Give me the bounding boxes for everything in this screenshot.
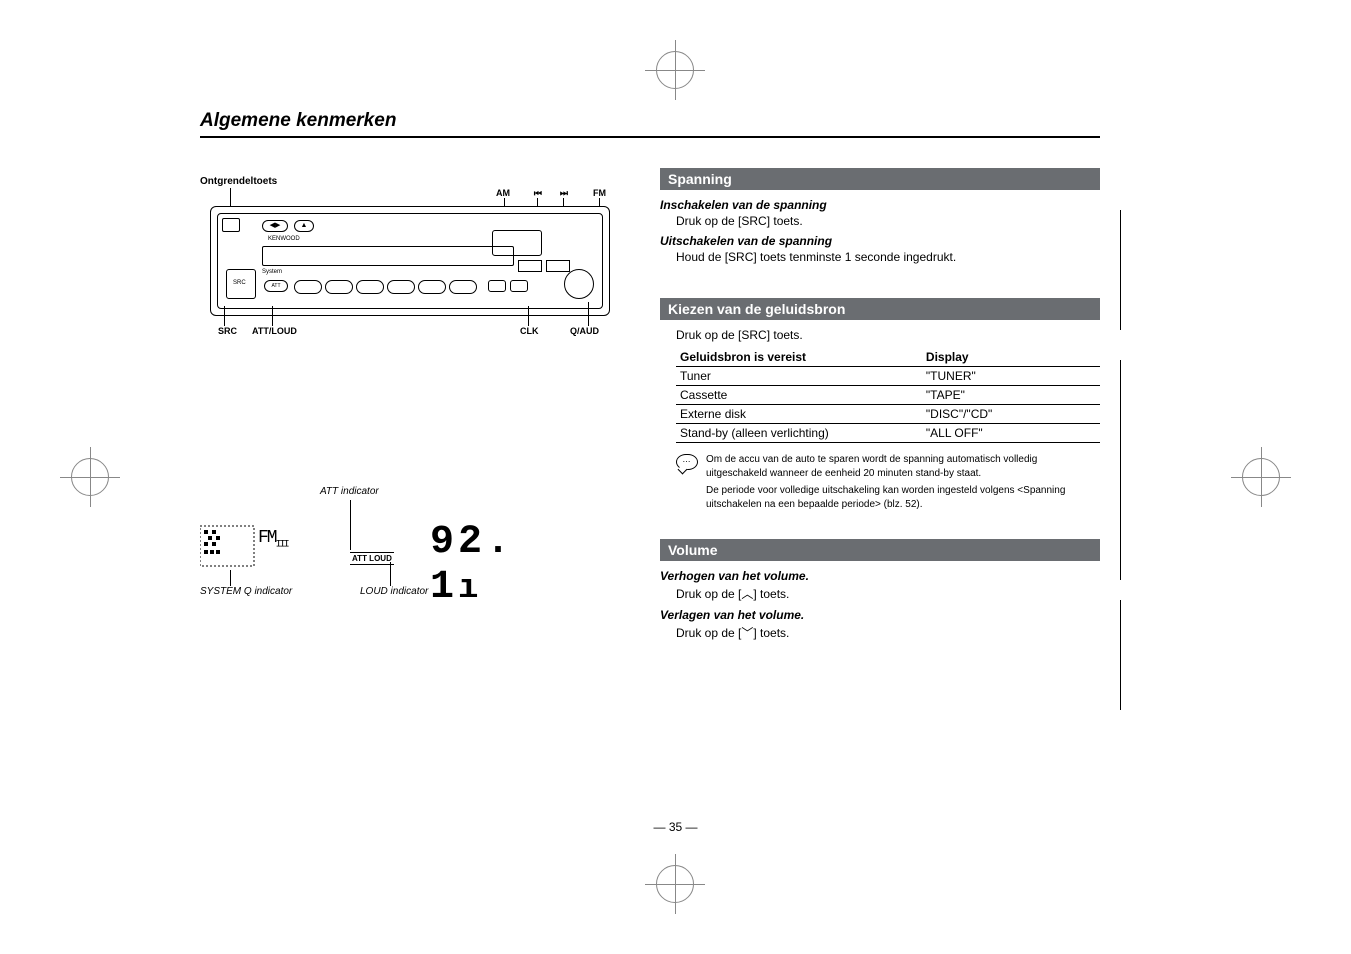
power-on-body: Druk op de [SRC] toets. — [676, 214, 1100, 228]
note-block: ⋯ Om de accu van de auto te sparen wordt… — [676, 453, 1100, 511]
clk-callout: CLK — [520, 326, 539, 336]
content-area: Algemene kenmerken Ontgrendeltoets AM ⏮ … — [200, 110, 1100, 647]
src-text: SRC — [233, 280, 246, 286]
section-heading-source: Kiezen van de geluidsbron — [660, 298, 1100, 320]
leader-line — [390, 562, 391, 586]
release-button-label: Ontgrendeltoets — [200, 176, 277, 187]
table-row: Stand-by (alleen verlichting) "ALL OFF" — [676, 424, 1100, 443]
note-text: Om de accu van de auto te sparen wordt d… — [706, 453, 1100, 511]
leader-line — [588, 302, 589, 326]
src-button: SRC — [226, 269, 256, 299]
column-rule — [1120, 210, 1121, 330]
leader-line — [224, 306, 225, 326]
aux-btn-row — [488, 280, 528, 292]
crop-mark-left — [60, 447, 120, 507]
volume-up-heading: Verhogen van het volume. — [660, 569, 1100, 583]
power-off-heading: Uitschakelen van de spanning — [660, 234, 1100, 248]
am-btn — [518, 260, 542, 272]
brand-label: KENWOOD — [268, 236, 300, 242]
preset-btn — [325, 280, 353, 294]
arrow-pad — [492, 230, 542, 256]
lcd-display: FMIII ATT LOUD 92. 1ı — [200, 522, 590, 570]
loud-indicator-label: LOUD indicator — [360, 586, 428, 597]
aux-btn — [510, 280, 528, 292]
lcd-screen — [262, 246, 514, 266]
volume-down-heading: Verlagen van het volume. — [660, 608, 1100, 622]
table-col-display: Display — [922, 348, 1100, 367]
src-callout: SRC — [218, 326, 237, 336]
aux-btn — [488, 280, 506, 292]
preset-btn — [418, 280, 446, 294]
section-heading-spanning: Spanning — [660, 168, 1100, 190]
right-column: Spanning Inschakelen van de spanning Dru… — [660, 168, 1100, 647]
volume-knob — [564, 269, 594, 299]
table-row: Tuner "TUNER" — [676, 367, 1100, 386]
table-cell: Externe disk — [676, 405, 922, 424]
table-cell: "TAPE" — [922, 386, 1100, 405]
display-illustration: ATT indicator — [200, 486, 620, 626]
page-title: Algemene kenmerken — [200, 110, 1100, 138]
crop-mark-right — [1231, 447, 1291, 507]
table-cell: Cassette — [676, 386, 922, 405]
preset-btn — [387, 280, 415, 294]
table-cell: "DISC"/"CD" — [922, 405, 1100, 424]
display-fm-text: FMIII — [258, 528, 288, 551]
release-key-icon — [222, 218, 240, 232]
two-columns: Ontgrendeltoets AM ⏮ ⏭ FM — [200, 168, 1100, 647]
note-line: De periode voor volledige uitschakeling … — [706, 484, 1100, 511]
radio-faceplate: ◀▶ ▲ KENWOOD System SRC ATT — [210, 206, 610, 316]
preset-btn — [294, 280, 322, 294]
display-frequency: 92. 1ı — [430, 520, 590, 610]
column-rule — [1120, 600, 1121, 710]
q-aud-callout: Q/AUD — [570, 326, 599, 336]
table-col-source: Geluidsbron is vereist — [676, 348, 922, 367]
crop-mark-bottom — [645, 854, 705, 914]
att-indicator-label: ATT indicator — [320, 486, 379, 497]
source-intro: Druk op de [SRC] toets. — [676, 328, 1100, 342]
display-att-loud-text: ATT LOUD — [350, 552, 394, 565]
section-heading-volume: Volume — [660, 539, 1100, 561]
power-off-body: Houd de [SRC] toets tenminste 1 seconde … — [676, 250, 1100, 264]
table-cell: "TUNER" — [922, 367, 1100, 386]
leader-line — [230, 570, 231, 586]
volume-up-body: Druk op de [︿] toets. — [676, 585, 1100, 602]
crop-mark-top — [645, 40, 705, 100]
fm-btn — [546, 260, 570, 272]
leader-line — [272, 306, 273, 326]
table-cell: Stand-by (alleen verlichting) — [676, 424, 922, 443]
am-label: AM — [496, 188, 510, 198]
eject-btn: ▲ — [294, 220, 314, 232]
preset-row — [294, 280, 477, 294]
device-illustration: Ontgrendeltoets AM ⏮ ⏭ FM — [200, 176, 620, 376]
note-line: Om de accu van de auto te sparen wordt d… — [706, 453, 1100, 480]
preset-btn — [356, 280, 384, 294]
att-loud-callout: ATT/LOUD — [252, 326, 297, 336]
column-rule — [1120, 360, 1121, 580]
power-on-heading: Inschakelen van de spanning — [660, 198, 1100, 212]
source-table: Geluidsbron is vereist Display Tuner "TU… — [676, 348, 1100, 443]
volume-down-body: Druk op de [﹀] toets. — [676, 624, 1100, 641]
manual-page: Algemene kenmerken Ontgrendeltoets AM ⏮ … — [0, 0, 1351, 954]
table-row: Externe disk "DISC"/"CD" — [676, 405, 1100, 424]
left-column: Ontgrendeltoets AM ⏮ ⏭ FM — [200, 168, 620, 647]
table-row: Cassette "TAPE" — [676, 386, 1100, 405]
preset-btn — [449, 280, 477, 294]
system-label: System — [262, 269, 282, 275]
att-btn: ATT — [264, 280, 288, 292]
leader-line — [528, 306, 529, 326]
table-cell: "ALL OFF" — [922, 424, 1100, 443]
page-number: — 35 — — [653, 820, 697, 834]
table-cell: Tuner — [676, 367, 922, 386]
seek-left-btn: ◀▶ — [262, 220, 288, 232]
note-icon: ⋯ — [676, 454, 698, 470]
systemq-indicator-label: SYSTEM Q indicator — [200, 586, 292, 597]
fm-label: FM — [593, 188, 606, 198]
